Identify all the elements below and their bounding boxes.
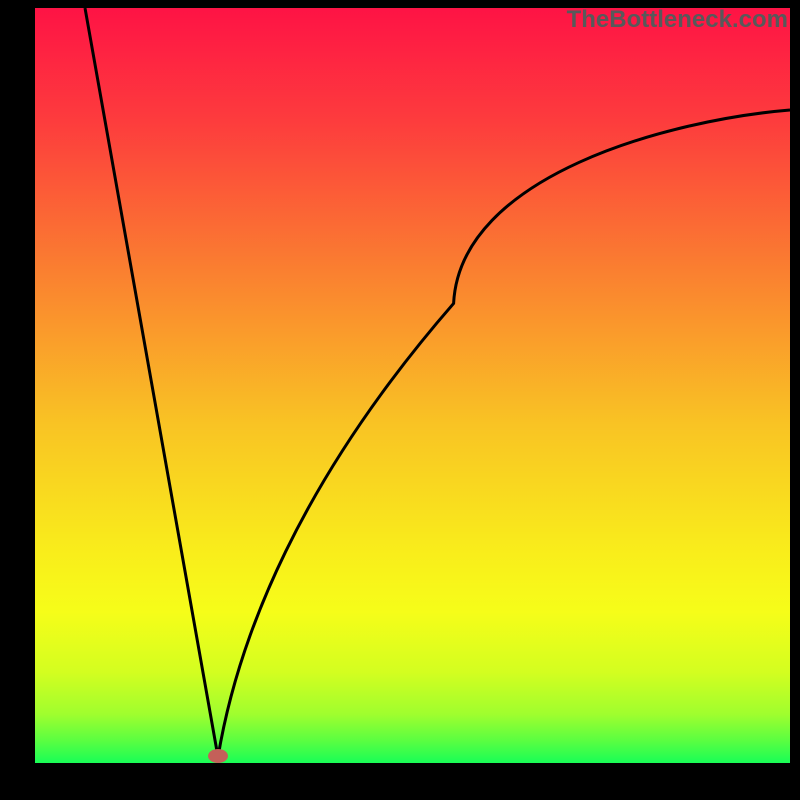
watermark-text: TheBottleneck.com [567,6,788,34]
bottleneck-curve [85,8,790,757]
curve-layer [0,0,800,800]
chart-frame: TheBottleneck.com [0,0,800,800]
min-marker [208,749,228,763]
